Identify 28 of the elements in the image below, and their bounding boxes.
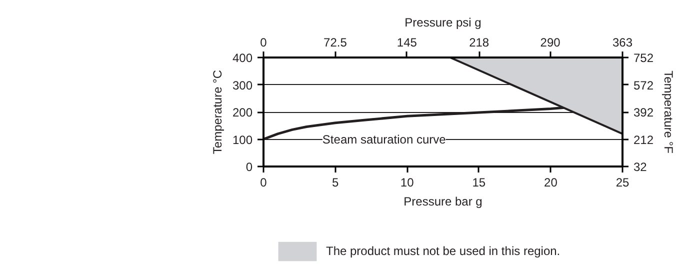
- y2-axis-title: Temperature °F: [662, 70, 676, 154]
- y2-tick-label: 212: [634, 132, 654, 147]
- y-axis-title: Temperature °C: [210, 70, 224, 154]
- x2-tick-label: 290: [540, 36, 561, 50]
- x2-tick-label: 363: [612, 36, 633, 50]
- y-tick-label: 100: [232, 132, 253, 147]
- y2-tick-label: 32: [634, 160, 648, 174]
- y-tick-label: 0: [246, 160, 253, 174]
- legend-label: The product must not be used in this region.: [326, 244, 560, 258]
- x-tick-label: 0: [260, 176, 268, 190]
- x2-tick-label: 72.5: [324, 36, 348, 50]
- y-tick-label: 200: [232, 106, 253, 120]
- x-tick-label: 10: [400, 176, 414, 190]
- annotation: Steam saturation curve: [322, 132, 446, 146]
- x2-axis-title: Pressure psi g: [404, 16, 482, 30]
- y-tick-label: 400: [232, 51, 253, 65]
- x-axis-title: Pressure bar g: [404, 194, 482, 208]
- x2-tick-label: 145: [396, 36, 418, 50]
- y2-tick-label: 752: [634, 51, 654, 65]
- x-tick-label: 25: [616, 176, 630, 190]
- x2-tick-label: 0: [260, 36, 268, 50]
- x-tick-label: 5: [332, 176, 339, 190]
- y-tick-label: 300: [232, 78, 253, 92]
- x2-tick-label: 218: [469, 36, 490, 50]
- y2-tick-label: 572: [634, 78, 654, 92]
- y2-tick-label: 392: [634, 106, 654, 120]
- x-tick-label: 20: [544, 176, 558, 190]
- x-tick-label: 15: [472, 176, 486, 190]
